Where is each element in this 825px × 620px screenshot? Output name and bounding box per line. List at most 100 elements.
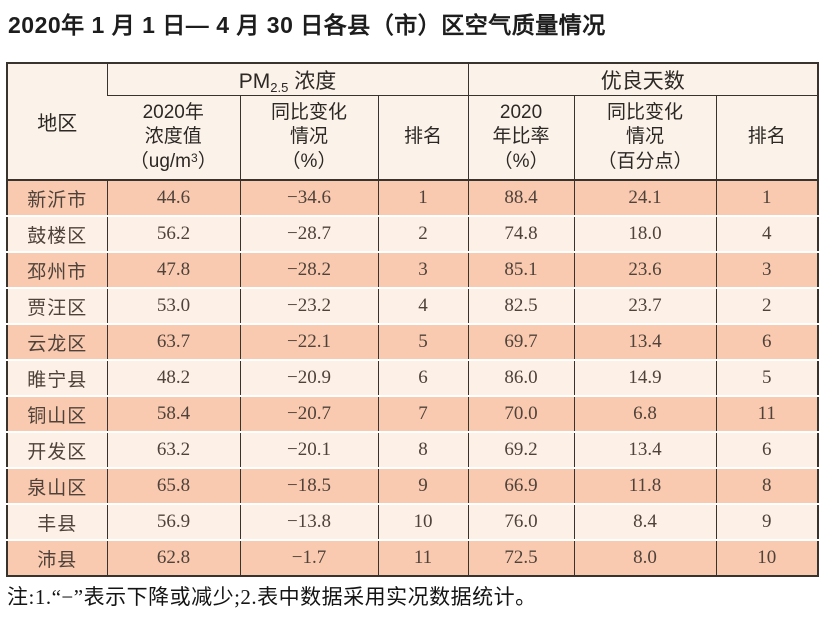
cell-region: 开发区 [7, 431, 107, 468]
cell-good-ratio: 72.5 [467, 539, 575, 576]
good-ratio-header-line2: 年比率 [492, 126, 550, 148]
column-header-region: 地区 [7, 63, 107, 181]
table-row: 鼓楼区 56.2 −28.7 2 74.8 18.0 4 [7, 215, 819, 252]
cell-good-rank: 6 [715, 323, 819, 360]
cell-good-rank: 3 [715, 251, 819, 288]
cell-pm-rank: 7 [377, 395, 469, 432]
column-header-pm-change: 同比变化 情况 （%） [239, 95, 378, 181]
table-row: 云龙区 63.7 −22.1 5 69.7 13.4 6 [7, 323, 819, 360]
pm25-label-subscript: 2.5 [270, 79, 289, 95]
cell-good-change: 13.4 [573, 323, 717, 360]
cell-good-ratio: 82.5 [467, 287, 575, 324]
cell-pm-rank: 2 [377, 215, 469, 252]
cell-good-ratio: 85.1 [467, 251, 575, 288]
cell-pm-change: −28.2 [239, 251, 378, 288]
cell-region: 铜山区 [7, 395, 107, 432]
cell-good-change: 18.0 [573, 215, 717, 252]
cell-good-ratio: 66.9 [467, 467, 575, 504]
cell-pm-rank: 4 [377, 287, 469, 324]
cell-region: 丰县 [7, 503, 107, 540]
pm-value-header-line2: 浓度值 [144, 126, 202, 148]
table-row: 开发区 63.2 −20.1 8 69.2 13.4 6 [7, 431, 819, 468]
pm25-label-prefix: PM [238, 69, 271, 93]
table-row: 沛县 62.8 −1.7 11 72.5 8.0 10 [7, 539, 819, 576]
cell-pm-value: 63.7 [106, 323, 240, 360]
pm-change-header-line2: 情况 [289, 126, 328, 148]
cell-pm-value: 58.4 [106, 395, 240, 432]
cell-good-ratio: 70.0 [467, 395, 575, 432]
cell-region: 泉山区 [7, 467, 107, 504]
table-row: 睢宁县 48.2 −20.9 6 86.0 14.9 5 [7, 359, 819, 396]
cell-pm-change: −23.2 [239, 287, 378, 324]
column-header-good-rank: 排名 [715, 95, 819, 181]
cell-pm-rank: 10 [377, 503, 469, 540]
cell-good-rank: 8 [715, 467, 819, 504]
cell-good-rank: 9 [715, 503, 819, 540]
cell-good-ratio: 88.4 [467, 180, 575, 216]
good-change-header-line1: 同比变化 [607, 102, 684, 124]
cell-region: 睢宁县 [7, 359, 107, 396]
cell-pm-change: −20.1 [239, 431, 378, 468]
table-row: 邳州市 47.8 −28.2 3 85.1 23.6 3 [7, 251, 819, 288]
cell-good-change: 8.4 [573, 503, 717, 540]
cell-good-change: 23.7 [573, 287, 717, 324]
cell-good-rank: 11 [715, 395, 819, 432]
pm25-label-suffix: 浓度 [288, 69, 337, 93]
page-title: 2020年 1 月 1 日— 4 月 30 日各县（市）区空气质量情况 [8, 12, 606, 38]
column-header-good-change: 同比变化 情况 （百分点） [573, 95, 717, 181]
air-quality-table: 地区 PM2.5 浓度 优良天数 2020年 浓度值 （ug/m3） 同比变化 … [6, 62, 820, 577]
column-header-good-ratio: 2020 年比率 （%） [467, 95, 575, 181]
cell-pm-change: −13.8 [239, 503, 378, 540]
cell-good-ratio: 76.0 [467, 503, 575, 540]
cell-good-change: 8.0 [573, 539, 717, 576]
cell-good-rank: 4 [715, 215, 819, 252]
cell-pm-value: 63.2 [106, 431, 240, 468]
cell-pm-change: −34.6 [239, 180, 378, 216]
cell-good-rank: 10 [715, 539, 819, 576]
cell-good-change: 24.1 [573, 180, 717, 216]
table-header: 地区 PM2.5 浓度 优良天数 2020年 浓度值 （ug/m3） 同比变化 … [7, 63, 819, 181]
pm-change-header-line1: 同比变化 [270, 102, 347, 124]
cell-pm-rank: 5 [377, 323, 469, 360]
cell-pm-change: −1.7 [239, 539, 378, 576]
cell-pm-rank: 8 [377, 431, 469, 468]
header-group-row: 地区 PM2.5 浓度 优良天数 [7, 63, 819, 181]
cell-pm-value: 53.0 [106, 287, 240, 324]
cell-pm-rank: 11 [377, 539, 469, 576]
cell-pm-value: 48.2 [106, 359, 240, 396]
cell-region: 邳州市 [7, 251, 107, 288]
table-row: 贾汪区 53.0 −23.2 4 82.5 23.7 2 [7, 287, 819, 324]
group-header-good-days: 优良天数 [467, 63, 819, 96]
pm-change-header-unit: （%） [281, 150, 337, 172]
column-header-pm-value: 2020年 浓度值 （ug/m3） [107, 95, 240, 181]
cell-good-rank: 1 [715, 180, 819, 216]
cell-region: 新沂市 [7, 180, 107, 216]
cell-pm-change: −20.7 [239, 395, 378, 432]
cell-good-change: 13.4 [573, 431, 717, 468]
cell-region: 鼓楼区 [7, 215, 107, 252]
cell-pm-change: −20.9 [239, 359, 378, 396]
cell-good-ratio: 69.7 [467, 323, 575, 360]
table-body: 新沂市 44.6 −34.6 1 88.4 24.1 1 鼓楼区 56.2 −2… [7, 180, 819, 576]
pm-value-unit-prefix: （ug/m [129, 150, 192, 172]
pm-value-unit-suffix: ） [197, 150, 217, 172]
cell-pm-value: 56.9 [106, 503, 240, 540]
cell-pm-change: −22.1 [239, 323, 378, 360]
table-row: 丰县 56.9 −13.8 10 76.0 8.4 9 [7, 503, 819, 540]
cell-good-change: 14.9 [573, 359, 717, 396]
footnote: 注:1.“−”表示下降或减少;2.表中数据采用实况数据统计。 [7, 585, 537, 609]
cell-region: 贾汪区 [7, 287, 107, 324]
cell-pm-value: 56.2 [106, 215, 240, 252]
cell-good-change: 23.6 [573, 251, 717, 288]
cell-pm-value: 62.8 [106, 539, 240, 576]
cell-pm-value: 44.6 [106, 180, 240, 216]
cell-good-ratio: 74.8 [467, 215, 575, 252]
cell-good-change: 6.8 [573, 395, 717, 432]
cell-good-rank: 6 [715, 431, 819, 468]
cell-region: 云龙区 [7, 323, 107, 360]
table-row: 泉山区 65.8 −18.5 9 66.9 11.8 8 [7, 467, 819, 504]
cell-pm-rank: 3 [377, 251, 469, 288]
good-change-header-line2: 情况 [626, 126, 665, 148]
cell-good-ratio: 86.0 [467, 359, 575, 396]
